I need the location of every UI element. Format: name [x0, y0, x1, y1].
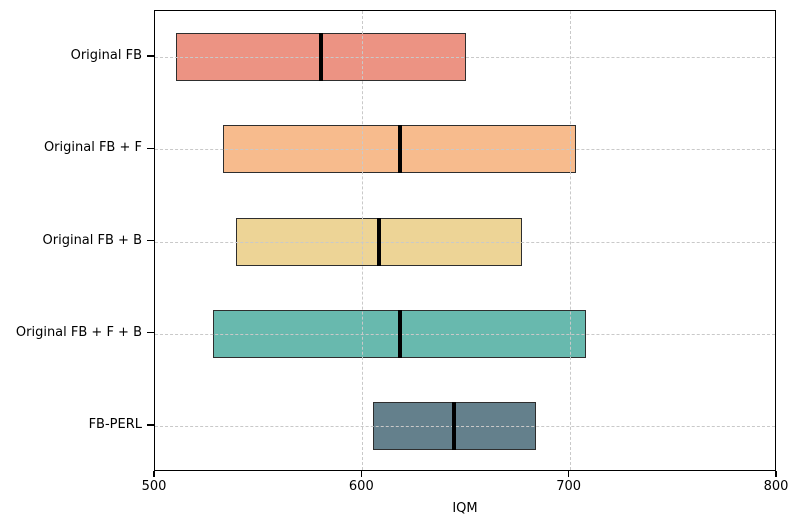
x-tick-label: 800: [763, 479, 789, 494]
gridline-vertical: [362, 11, 364, 470]
y-tick-label: Original FB + F + B: [15, 324, 142, 340]
gridline-horizontal: [155, 57, 775, 59]
x-tick-mark: [775, 471, 777, 477]
y-tick-mark: [147, 424, 154, 426]
y-axis-labels: Original FB Original FB + F Original FB + …: [0, 10, 142, 471]
x-tick-label: 500: [141, 479, 167, 494]
y-tick-label: Original FB + B: [42, 232, 142, 248]
y-tick-label: Original FB: [70, 48, 142, 64]
iqm-median-line: [397, 309, 402, 358]
x-tick-mark: [567, 471, 570, 477]
x-tick-label: 600: [348, 479, 374, 494]
gridline-vertical: [569, 11, 571, 470]
y-tick-mark: [147, 331, 154, 334]
iqm-median-line: [451, 401, 456, 450]
y-tick-label: FB-PERL: [88, 416, 142, 432]
y-tick-mark: [147, 147, 154, 150]
gridline-horizontal: [155, 149, 775, 151]
x-tick-label: 700: [556, 479, 582, 494]
x-axis-title: IQM: [452, 501, 478, 516]
iqm-median-line: [376, 217, 381, 266]
iqm-median-line: [318, 33, 323, 82]
y-tick-label: Original FB + F: [43, 140, 142, 156]
x-tick-mark: [153, 471, 155, 477]
gridline-horizontal: [155, 425, 775, 427]
gridline-horizontal: [155, 241, 775, 243]
y-tick-mark: [147, 55, 154, 57]
x-tick-mark: [360, 471, 363, 477]
iqm-median-line: [397, 125, 402, 174]
plot-area: [154, 10, 776, 471]
y-tick-mark: [147, 239, 154, 242]
gridline-horizontal: [155, 333, 775, 335]
